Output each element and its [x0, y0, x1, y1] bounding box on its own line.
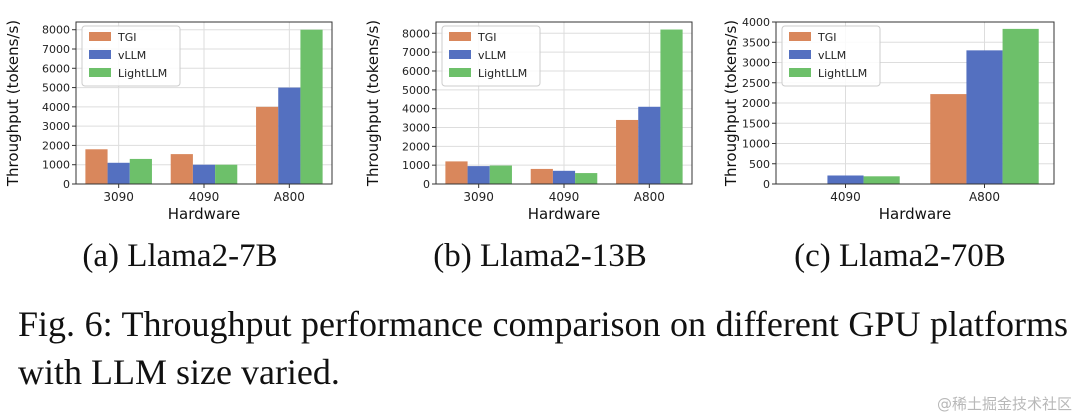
bar-tgi-a800: [256, 106, 279, 184]
legend-label-tgi: TGI: [817, 31, 837, 44]
bar-vllm-a800: [966, 50, 1003, 184]
legend-swatch-vllm: [789, 50, 811, 59]
legend-swatch-lightllm: [449, 68, 471, 77]
y-tick-label: 3000: [742, 57, 770, 70]
y-axis-label: Throughput (tokens/s): [722, 20, 740, 187]
y-tick-label: 2000: [42, 139, 70, 152]
bar-tgi-3090: [445, 161, 468, 184]
y-tick-label: 2500: [742, 77, 770, 90]
legend-label-lightllm: LightLLM: [818, 67, 867, 80]
y-tick-label: 3000: [42, 120, 70, 133]
y-tick-label: 8000: [402, 27, 430, 40]
bar-lightllm-4090: [863, 176, 900, 184]
y-tick-label: 7000: [42, 43, 70, 56]
legend-label-vllm: vLLM: [118, 49, 146, 62]
y-tick-label: 8000: [42, 24, 70, 37]
y-tick-label: 0: [763, 178, 770, 191]
x-tick-label: 4090: [549, 190, 580, 204]
x-axis-label: Hardware: [528, 205, 600, 223]
y-tick-label: 1000: [402, 159, 430, 172]
y-tick-label: 5000: [42, 82, 70, 95]
y-tick-label: 5000: [402, 84, 430, 97]
bar-lightllm-a800: [660, 29, 683, 185]
y-tick-label: 1000: [742, 138, 770, 151]
subcaption-c: (c) Llama2-70B: [794, 238, 1006, 274]
bar-lightllm-3090: [489, 165, 512, 184]
chart-llama2-7b: 0 1000 2000 3000 4000 5000 6000 7000 8000 3090 409…: [4, 20, 333, 223]
legend-label-lightllm: LightLLM: [118, 67, 167, 80]
bar-tgi-a800: [616, 119, 639, 184]
chart-llama2-70b: 0 500 1000 1500 2000 2500 3000 3500 4000 4090 A800…: [722, 16, 1055, 223]
y-tick-label: 0: [423, 178, 430, 191]
chart-panel-c: 0 500 1000 1500 2000 2500 3000 3500 4000 4090 A800…: [720, 0, 1080, 230]
legend-swatch-lightllm: [89, 68, 111, 77]
y-tick-label: 1500: [742, 117, 770, 130]
x-tick-label: 3090: [463, 190, 494, 204]
y-tick-label: 0: [63, 178, 70, 191]
y-tick-label: 6000: [402, 65, 430, 78]
legend-label-tgi: TGI: [477, 31, 497, 44]
bar-lightllm-4090: [215, 164, 238, 184]
watermark: @稀土掘金技术社区: [936, 395, 1072, 413]
y-tick-label: 2000: [742, 97, 770, 110]
bar-tgi-4090: [170, 154, 193, 184]
bar-tgi-a800: [930, 94, 967, 184]
bar-vllm-4090: [192, 164, 216, 184]
bar-lightllm-a800: [300, 29, 323, 185]
y-tick-label: 4000: [42, 101, 70, 114]
chart-panel-b: 0 1000 2000 3000 4000 5000 6000 7000 8000 3090 409…: [360, 0, 720, 230]
y-tick-label: 4000: [742, 16, 770, 29]
y-tick-label: 1000: [42, 159, 70, 172]
x-tick-label: 4090: [830, 190, 861, 204]
y-tick-label: 2000: [402, 140, 430, 153]
legend-swatch-lightllm: [789, 68, 811, 77]
y-tick-label: 500: [749, 158, 770, 171]
legend-swatch-tgi: [789, 32, 811, 41]
x-axis-label: Hardware: [879, 205, 951, 223]
subcaption-b: (b) Llama2-13B: [433, 238, 647, 274]
y-tick-label: 3500: [742, 36, 770, 49]
x-tick-label: 3090: [103, 190, 134, 204]
bar-vllm-4090: [552, 170, 576, 184]
plot-frame: [775, 21, 1055, 185]
bar-vllm-3090: [107, 162, 130, 184]
subcaption-a: (a) Llama2-7B: [82, 238, 278, 274]
bar-lightllm-4090: [575, 173, 598, 184]
bar-tgi-3090: [85, 149, 108, 184]
legend-swatch-vllm: [449, 50, 471, 59]
x-tick-label: A800: [274, 190, 305, 204]
x-axis-label: Hardware: [168, 205, 240, 223]
legend-swatch-tgi: [449, 32, 471, 41]
legend-label-lightllm: LightLLM: [478, 67, 527, 80]
x-tick-label: 4090: [189, 190, 220, 204]
legend-label-vllm: vLLM: [478, 49, 506, 62]
bar-tgi-4090: [530, 168, 553, 184]
bar-lightllm-3090: [129, 158, 152, 184]
legend-swatch-tgi: [89, 32, 111, 41]
chart-llama2-13b: 0 1000 2000 3000 4000 5000 6000 7000 8000 3090 409…: [364, 20, 693, 223]
bar-vllm-a800: [278, 87, 301, 184]
x-tick-label: A800: [634, 190, 665, 204]
y-axis-label: Throughput (tokens/s): [364, 20, 382, 187]
figure-caption: Fig. 6: Throughput performance compariso…: [18, 304, 1068, 392]
bar-lightllm-a800: [1002, 28, 1039, 185]
bar-vllm-a800: [638, 106, 661, 184]
chart-panel-a: 0 1000 2000 3000 4000 5000 6000 7000 8000 3090 409…: [0, 0, 360, 230]
legend-label-vllm: vLLM: [818, 49, 846, 62]
bar-vllm-4090: [827, 175, 864, 184]
y-tick-label: 7000: [402, 46, 430, 59]
legend-label-tgi: TGI: [117, 31, 137, 44]
y-tick-label: 6000: [42, 62, 70, 75]
bar-vllm-3090: [467, 166, 490, 184]
legend-swatch-vllm: [89, 50, 111, 59]
x-tick-label: A800: [969, 190, 1000, 204]
y-tick-label: 4000: [402, 103, 430, 116]
y-tick-label: 3000: [402, 121, 430, 134]
y-axis-label: Throughput (tokens/s): [4, 20, 22, 187]
